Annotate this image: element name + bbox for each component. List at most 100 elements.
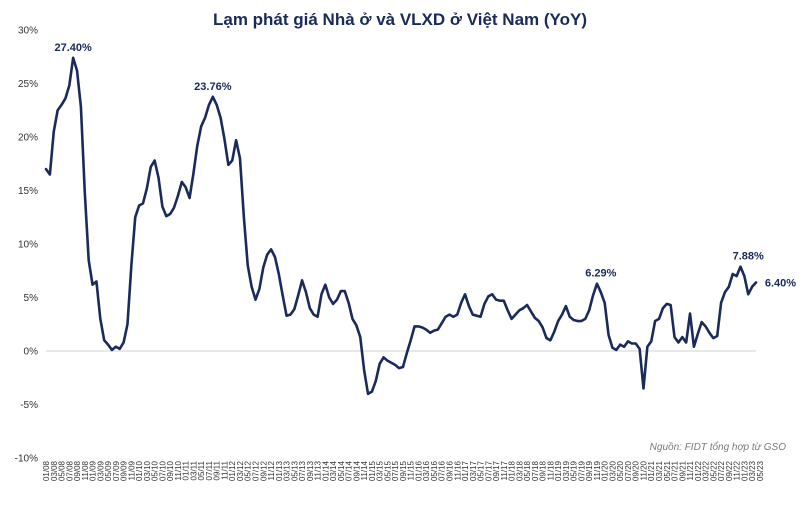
x-tick-label: 11/11 (220, 460, 229, 479)
x-tick-label: 05/08 (58, 460, 67, 481)
y-tick-label: 20% (18, 133, 38, 144)
x-tick-label: 07/12 (252, 460, 261, 481)
x-tick-label: 11/22 (733, 460, 742, 480)
x-tick-label: 05/23 (756, 460, 765, 481)
data-label: 6.40% (765, 278, 796, 290)
x-tick-label: 09/11 (213, 460, 222, 480)
x-tick-label: 07/22 (717, 460, 726, 481)
x-tick-label: 07/09 (112, 460, 121, 481)
x-tick-label: 01/13 (275, 460, 284, 481)
x-tick-label: 09/15 (399, 460, 408, 481)
x-tick-label: 11/09 (127, 460, 136, 480)
x-tick-label: 07/21 (671, 460, 680, 481)
x-tick-label: 01/14 (321, 460, 330, 481)
x-tick-label: 09/13 (306, 460, 315, 481)
x-tick-label: 09/10 (166, 460, 175, 481)
x-tick-label: 03/13 (283, 460, 292, 481)
x-tick-label: 05/21 (663, 460, 672, 481)
x-tick-label: 09/19 (585, 460, 594, 481)
x-tick-label: 03/10 (143, 460, 152, 481)
x-tick-label: 03/19 (562, 460, 571, 481)
x-tick-label: 01/08 (42, 460, 51, 481)
x-tick-label: 01/21 (647, 460, 656, 481)
data-label: 7.88% (733, 251, 764, 263)
y-tick-label: 5% (24, 293, 39, 304)
x-tick-label: 05/09 (104, 460, 113, 481)
x-tick-label: 03/18 (515, 460, 524, 481)
x-tick-label: 01/16 (414, 460, 423, 481)
x-tick-label: 05/17 (477, 460, 486, 481)
x-tick-label: 11/13 (314, 460, 323, 480)
x-tick-label: 07/18 (531, 460, 540, 481)
x-tick-label: 05/20 (616, 460, 625, 481)
x-tick-label: 03/12 (236, 460, 245, 481)
x-tick-label: 09/22 (725, 460, 734, 481)
x-tick-label: 03/20 (608, 460, 617, 481)
x-tick-label: 11/21 (686, 460, 695, 480)
x-tick-label: 05/18 (523, 460, 532, 481)
x-tick-label: 11/18 (546, 460, 555, 480)
x-tick-label: 09/14 (352, 460, 361, 481)
y-tick-label: 25% (18, 79, 38, 90)
x-tick-label: 03/14 (329, 460, 338, 481)
x-tick-label: 11/16 (453, 460, 462, 480)
x-tick-label: 09/09 (120, 460, 129, 481)
x-tick-label: 07/16 (438, 460, 447, 481)
x-tick-label: 07/10 (158, 460, 167, 481)
x-tick-label: 01/17 (461, 460, 470, 481)
y-tick-label: 15% (18, 186, 38, 197)
x-tick-label: 01/23 (740, 460, 749, 481)
x-tick-label: 11/15 (407, 460, 416, 480)
x-tick-label: 09/20 (632, 460, 641, 481)
x-tick-label: 01/09 (89, 460, 98, 481)
x-tick-label: 01/20 (601, 460, 610, 481)
data-label: 27.40% (55, 42, 93, 54)
x-tick-label: 03/08 (50, 460, 59, 481)
source-note: Nguồn: FIDT tổng hợp từ GSO (649, 442, 786, 453)
x-tick-label: 07/20 (624, 460, 633, 481)
x-tick-label: 01/15 (368, 460, 377, 481)
x-tick-label: 05/10 (151, 460, 160, 481)
x-tick-label: 11/20 (639, 460, 648, 480)
y-tick-label: 0% (24, 347, 39, 358)
x-tick-label: 01/12 (228, 460, 237, 481)
x-tick-label: 07/14 (345, 460, 354, 481)
x-tick-label: 09/21 (678, 460, 687, 481)
x-tick-label: 05/15 (383, 460, 392, 481)
x-tick-label: 01/10 (135, 460, 144, 481)
data-label: 23.76% (194, 81, 232, 93)
x-tick-label: 01/11 (182, 460, 191, 480)
y-tick-label: 30% (18, 26, 38, 37)
x-tick-label: 09/18 (539, 460, 548, 481)
x-tick-label: 03/17 (469, 460, 478, 481)
x-tick-label: 05/16 (430, 460, 439, 481)
x-tick-label: 03/23 (748, 460, 757, 481)
x-tick-label: 03/09 (96, 460, 105, 481)
x-tick-label: 11/14 (360, 460, 369, 480)
y-tick-label: -5% (20, 400, 38, 411)
y-tick-label: 10% (18, 240, 38, 251)
x-tick-label: 11/10 (174, 460, 183, 480)
x-tick-label: 01/18 (508, 460, 517, 481)
x-tick-label: 05/13 (290, 460, 299, 481)
x-tick-label: 07/17 (484, 460, 493, 481)
x-tick-label: 05/19 (570, 460, 579, 481)
chart-title: Lạm phát giá Nhà ở và VLXD ở Việt Nam (Y… (212, 10, 587, 29)
x-tick-label: 03/22 (702, 460, 711, 481)
x-tick-label: 05/22 (709, 460, 718, 481)
x-tick-label: 11/17 (500, 460, 509, 480)
x-tick-label: 09/12 (259, 460, 268, 481)
data-label: 6.29% (585, 268, 616, 280)
x-tick-label: 07/15 (391, 460, 400, 481)
y-tick-label: -10% (15, 454, 38, 465)
x-tick-label: 01/22 (694, 460, 703, 481)
x-tick-label: 09/17 (492, 460, 501, 481)
x-tick-label: 11/12 (267, 460, 276, 480)
x-tick-label: 07/19 (577, 460, 586, 481)
x-tick-label: 03/16 (422, 460, 431, 481)
x-tick-label: 05/12 (244, 460, 253, 481)
x-tick-label: 11/19 (593, 460, 602, 480)
x-tick-label: 07/13 (298, 460, 307, 481)
series-line (44, 56, 758, 396)
